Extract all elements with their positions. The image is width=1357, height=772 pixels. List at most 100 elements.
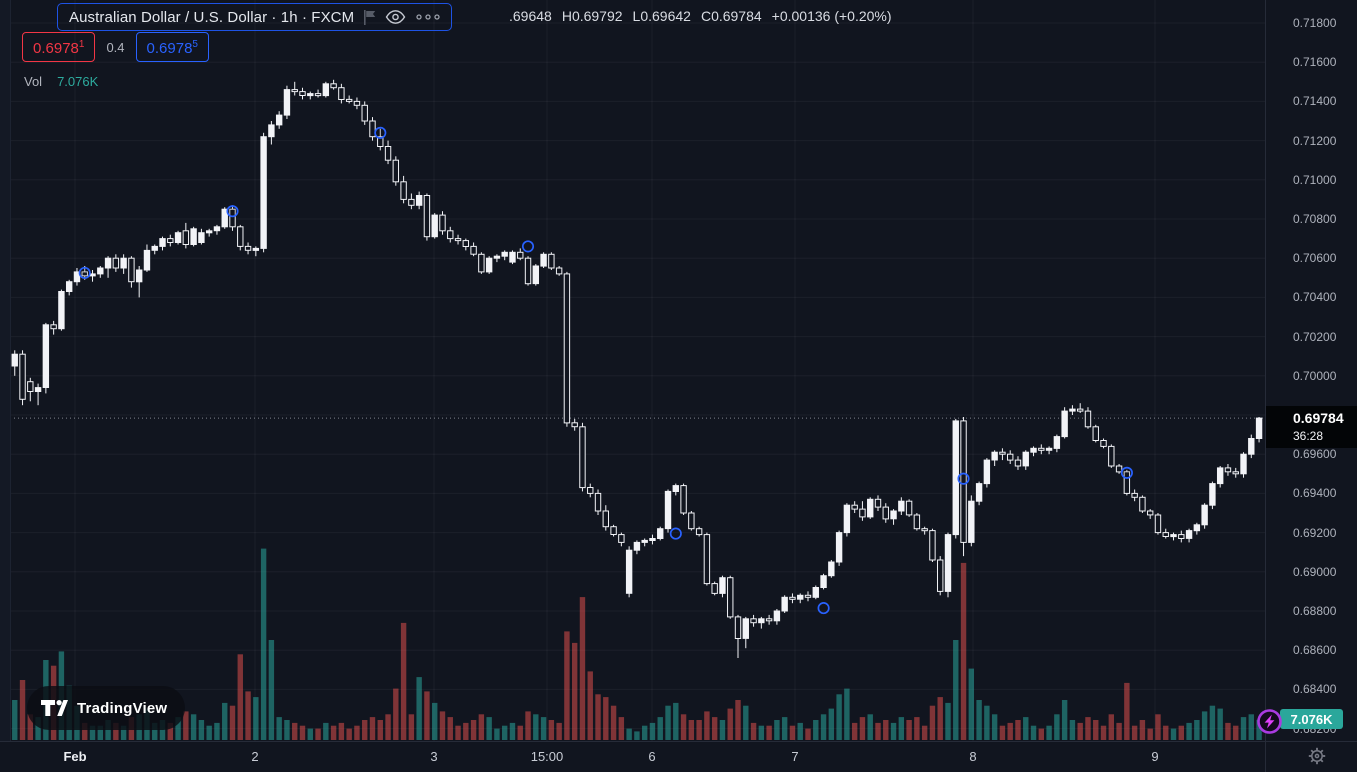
candle-body-up [975, 483, 983, 502]
bid-ask-row: 0.69781 0.4 0.69785 [22, 32, 209, 62]
price-axis-label: 0.69400 [1293, 486, 1337, 501]
candle-body-up [672, 485, 679, 493]
candle-body-up [213, 226, 221, 232]
event-marker-circle[interactable] [226, 205, 239, 218]
volume-bar [167, 722, 173, 740]
volume-bar [750, 722, 757, 740]
candle-body-down [377, 136, 384, 147]
price-axis-label: 0.70000 [1293, 368, 1337, 383]
more-options-icon[interactable] [415, 13, 441, 21]
candle-body-up [1201, 504, 1208, 526]
volume-bar [400, 622, 407, 740]
candle-body-up [1022, 451, 1029, 467]
candle-body-up [1209, 483, 1216, 506]
volume-bar [634, 731, 640, 740]
event-marker-circle[interactable] [817, 602, 830, 615]
event-marker-circle[interactable] [669, 527, 682, 540]
volume-bar [813, 720, 819, 740]
candle-body-down [750, 618, 757, 624]
eye-icon[interactable] [385, 10, 406, 24]
candle-body-up [758, 618, 765, 624]
volume-bar [1030, 725, 1037, 740]
volume-bar [929, 705, 936, 740]
volume-bar [463, 722, 469, 740]
candle-body-down [587, 487, 594, 494]
candle-body-up [719, 577, 726, 594]
candle-body-up [1170, 534, 1177, 538]
buy-ask-button[interactable]: 0.69785 [135, 32, 209, 62]
flash-lightning-icon[interactable] [1254, 706, 1285, 737]
volume-bar [12, 700, 18, 740]
volume-bar [1061, 700, 1068, 740]
volume-bar [299, 725, 306, 740]
volume-bar [603, 697, 609, 740]
volume-bar [1139, 720, 1146, 740]
symbol-legend[interactable]: Australian Dollar / U.S. Dollar · 1h · F… [57, 3, 453, 31]
symbol-title[interactable]: Australian Dollar / U.S. Dollar · 1h · F… [69, 8, 355, 26]
event-marker-circle[interactable] [957, 472, 970, 485]
candle-body-down [167, 238, 174, 244]
price-axis[interactable]: 0.71800 0.71600 0.71400 0.71200 0.71000 0.708… [0, 0, 1357, 741]
volume-bar [711, 717, 718, 740]
volume-bar [159, 720, 166, 740]
candle-body-down [1077, 408, 1084, 412]
candle-body-up [205, 230, 213, 234]
volume-bar [657, 717, 663, 740]
candle-body-down [905, 500, 913, 516]
candle-body-down [563, 273, 571, 424]
volume-bar [774, 720, 780, 740]
candle-body-up [641, 539, 648, 543]
volume-bar [292, 722, 298, 740]
candle-body-up [11, 353, 18, 367]
candle-body-down [1232, 471, 1239, 475]
volume-bar [1225, 722, 1231, 740]
volume-bar [665, 705, 671, 740]
volume-bar [330, 725, 337, 740]
volume-bar [921, 725, 928, 740]
volume-bar [1186, 722, 1192, 740]
volume-bar [641, 725, 648, 740]
volume-bar [587, 671, 593, 740]
time-axis[interactable]: Feb 2 3 15:00 6 7 8 9 [0, 741, 1357, 772]
volume-bar [976, 700, 982, 740]
event-marker-circle[interactable] [78, 266, 91, 279]
event-marker-circle[interactable] [374, 126, 387, 139]
time-axis-label: 3 [430, 749, 438, 764]
candle-body-down [81, 271, 88, 277]
volume-bar [486, 717, 492, 740]
volume-bar [999, 725, 1006, 740]
volume-bar [1155, 714, 1161, 740]
candle-body-up [431, 214, 438, 238]
candle-body-up [742, 618, 749, 639]
candle-body-down [999, 451, 1006, 455]
volume-bar [626, 728, 632, 740]
flag-icon[interactable] [363, 9, 376, 25]
candle-body-down [369, 120, 376, 138]
candle-body-down [112, 257, 120, 269]
volume-bar [307, 728, 313, 740]
candle-body-up [532, 265, 540, 285]
volume-bar [276, 717, 282, 740]
candle-body-up [968, 500, 975, 543]
event-marker-circle[interactable] [521, 240, 535, 253]
tradingview-logo[interactable]: TradingView [27, 686, 186, 730]
volume-bar [1108, 714, 1115, 740]
volume-bar [478, 714, 485, 740]
candle-body-up [1069, 408, 1076, 412]
candle-body-up [275, 114, 283, 126]
timezone-settings-gear-icon[interactable] [1306, 745, 1328, 767]
drawing-toolbar-edge[interactable] [0, 0, 11, 741]
volume-bar [338, 722, 345, 740]
sell-bid-button[interactable]: 0.69781 [22, 32, 96, 62]
candle-body-down [1154, 514, 1162, 534]
event-marker-circle[interactable] [1120, 466, 1133, 479]
volume-bar [525, 711, 531, 740]
candle-body-up [890, 510, 897, 520]
volume-bar [883, 720, 889, 740]
candle-body-down [789, 596, 796, 600]
volume-bar [198, 720, 205, 740]
time-axis-label: 15:00 [530, 749, 564, 764]
price-axis-label: 0.69200 [1293, 525, 1337, 540]
volume-bar [416, 677, 422, 740]
